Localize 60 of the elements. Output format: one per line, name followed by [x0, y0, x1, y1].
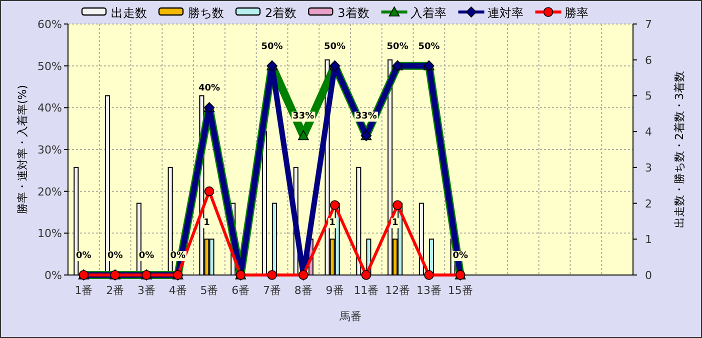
data-label: 33% — [292, 112, 314, 122]
x-tick-label: 12番 — [385, 284, 410, 297]
data-label: 0% — [76, 251, 92, 261]
data-label: 0% — [107, 251, 123, 261]
x-tick-label: 2番 — [106, 284, 124, 297]
y-tick-label: 40% — [38, 102, 62, 115]
data-label: 0% — [170, 251, 186, 261]
y-tick-label: 50% — [38, 60, 62, 73]
x-tick-label: 6番 — [232, 284, 250, 297]
x-tick-label: 5番 — [200, 284, 218, 297]
y2-tick-label: 4 — [645, 126, 652, 139]
y2-tick-label: 5 — [645, 90, 652, 103]
y-tick-label: 10% — [38, 227, 62, 240]
legend-label: 3着数 — [338, 6, 370, 20]
data-label: 1 — [392, 218, 398, 228]
y-tick-label: 0% — [44, 269, 62, 282]
point — [330, 200, 340, 210]
x-tick-label: 7番 — [263, 284, 282, 297]
legend-label: 勝率 — [564, 6, 588, 20]
data-label: 50% — [418, 42, 440, 52]
data-label: 1 — [204, 218, 210, 228]
y2-axis-title: 出走数・勝ち数・2着数・3着数 — [673, 71, 686, 228]
data-label: 0% — [138, 251, 154, 261]
x-tick-label: 13番 — [416, 284, 442, 297]
data-label: 50% — [386, 42, 408, 52]
data-label: 0% — [452, 251, 468, 261]
y-tick-label: 60% — [38, 18, 62, 31]
x-tick-label: 3番 — [137, 284, 156, 297]
data-label: 40% — [198, 84, 220, 94]
x-tick-label: 9番 — [326, 284, 344, 297]
point — [361, 270, 372, 280]
x-axis-title: 馬番 — [338, 310, 362, 323]
legend-label: 出走数 — [111, 6, 147, 20]
y2-tick-label: 0 — [645, 269, 652, 282]
x-tick-label: 8番 — [294, 284, 312, 297]
y2-tick-label: 6 — [645, 54, 652, 67]
legend-label: 入着率 — [410, 6, 446, 20]
x-tick-label: 4番 — [168, 284, 187, 297]
y2-tick-label: 1 — [645, 233, 652, 246]
point — [392, 200, 402, 210]
legend-label: 連対率 — [487, 6, 524, 20]
data-label: 50% — [261, 42, 283, 52]
y2-tick-label: 2 — [645, 197, 652, 210]
x-tick-label: 11番 — [354, 284, 379, 297]
legend-label: 2着数 — [265, 6, 297, 20]
legend-label: 勝ち数 — [188, 6, 224, 20]
y-axis-title: 勝率・連対率・入着率(%) — [16, 84, 29, 214]
x-tick-label: 1番 — [74, 284, 93, 297]
point — [204, 186, 214, 196]
y-tick-label: 20% — [38, 185, 62, 198]
data-label: 33% — [355, 112, 377, 122]
point — [424, 270, 434, 280]
data-label: 1 — [329, 218, 336, 228]
data-label: 50% — [324, 42, 346, 52]
point — [298, 130, 309, 140]
y2-tick-label: 3 — [645, 161, 652, 174]
y2-tick-label: 7 — [645, 18, 652, 31]
point — [267, 270, 277, 280]
y-tick-label: 30% — [38, 144, 62, 156]
x-tick-label: 15番 — [448, 284, 473, 297]
